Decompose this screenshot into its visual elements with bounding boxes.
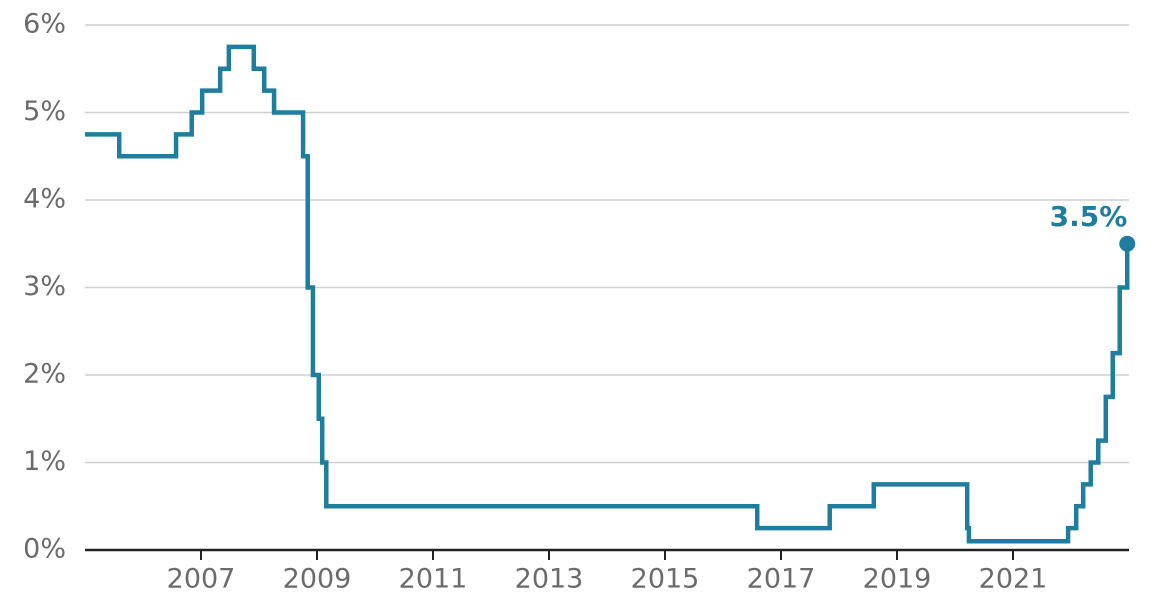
x-tick-label: 2011 xyxy=(399,564,468,595)
x-tick-label: 2017 xyxy=(747,564,816,595)
x-tick-label: 2007 xyxy=(167,564,236,595)
value-label: 3.5% xyxy=(1050,200,1128,233)
x-tick-label: 2015 xyxy=(631,564,700,595)
x-tick-label: 2021 xyxy=(979,564,1048,595)
end-point xyxy=(1119,235,1136,252)
rate-line xyxy=(85,44,1130,544)
x-tick-label: 2013 xyxy=(515,564,584,595)
y-tick-label: 1% xyxy=(23,446,66,477)
y-tick-label: 6% xyxy=(23,9,66,40)
x-tick-label: 2009 xyxy=(283,564,352,595)
x-tick-label: 2019 xyxy=(863,564,932,595)
y-tick-label: 4% xyxy=(23,184,66,215)
y-tick-label: 3% xyxy=(23,271,66,302)
y-tick-label: 0% xyxy=(23,534,66,565)
y-tick-label: 5% xyxy=(23,96,66,127)
y-tick-label: 2% xyxy=(23,359,66,390)
